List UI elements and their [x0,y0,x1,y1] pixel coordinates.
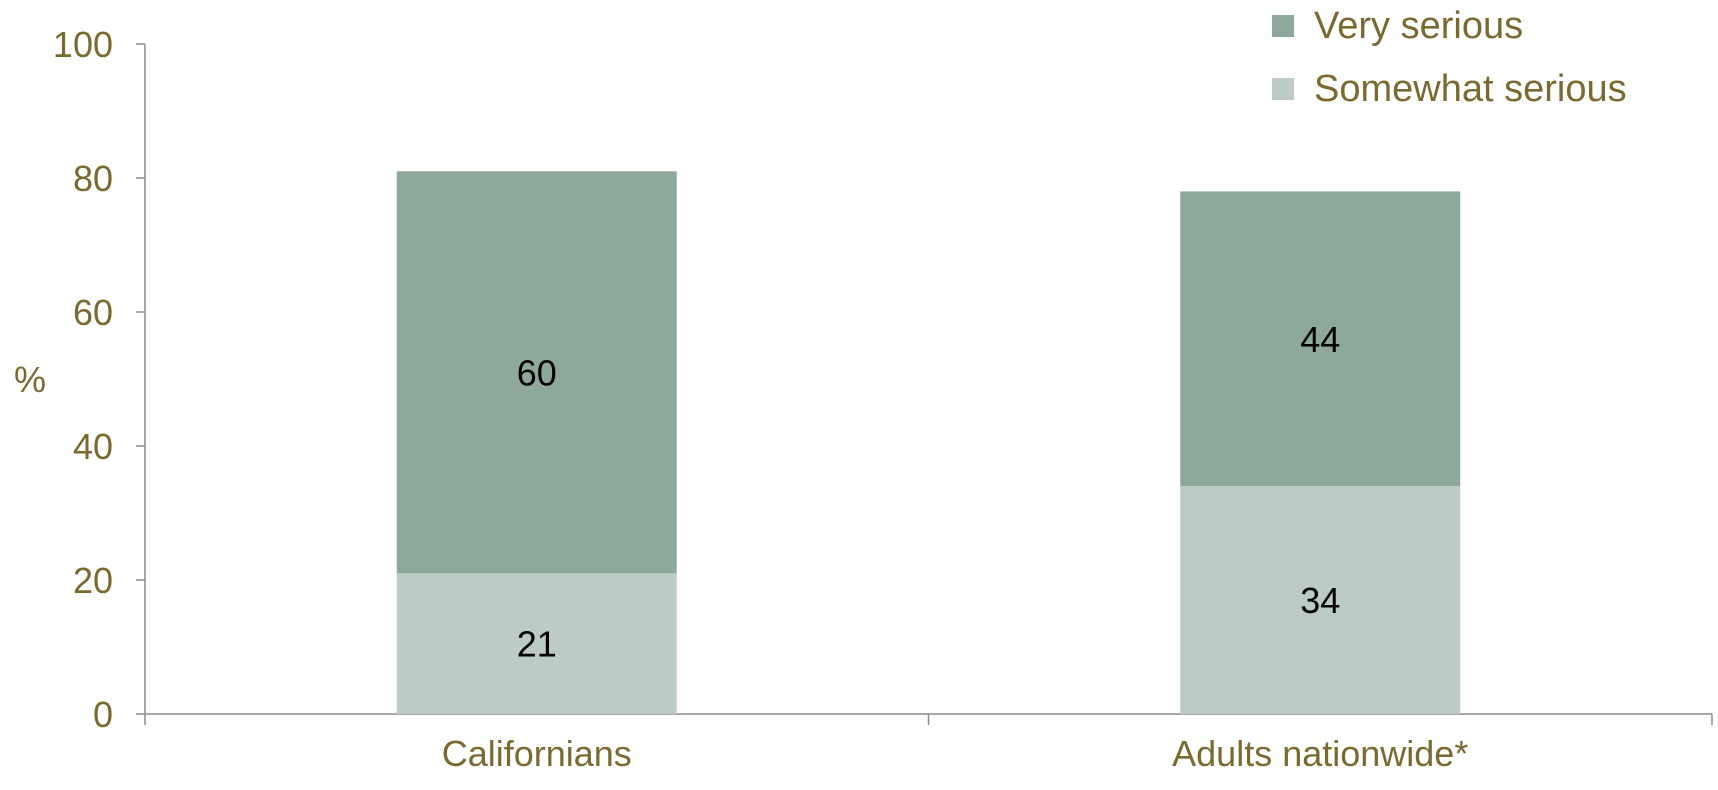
legend: Very serious Somewhat serious [1272,5,1627,110]
legend-label: Somewhat serious [1314,68,1627,110]
x-tick-label: Californians [442,733,632,774]
y-tick-label: 20 [73,560,113,601]
bar-somewhat-serious [1180,486,1461,714]
bar-somewhat-serious [396,573,677,714]
bar-very-serious [1180,191,1461,487]
y-tick-label: 60 [73,292,113,333]
y-axis-label: % [14,359,46,400]
y-tick-label: 80 [73,158,113,199]
x-tick-label: Adults nationwide* [1172,733,1468,774]
axes: 0 20 40 60 80 100% Californians Adults nationwi… [14,24,1713,774]
legend-swatch [1272,15,1294,37]
data-label: 60 [517,352,557,393]
y-tick-label: 40 [73,426,113,467]
data-label: 44 [1300,319,1340,360]
y-tick-label: 100 [53,24,113,65]
bar-very-serious [396,171,677,574]
bars [396,171,1461,714]
data-label: 21 [517,624,557,665]
legend-label: Very serious [1314,5,1523,47]
data-labels: 21 60 34 44 [517,319,1341,665]
data-label: 34 [1300,580,1340,621]
legend-swatch [1272,78,1294,100]
y-tick-label: 0 [93,694,113,735]
